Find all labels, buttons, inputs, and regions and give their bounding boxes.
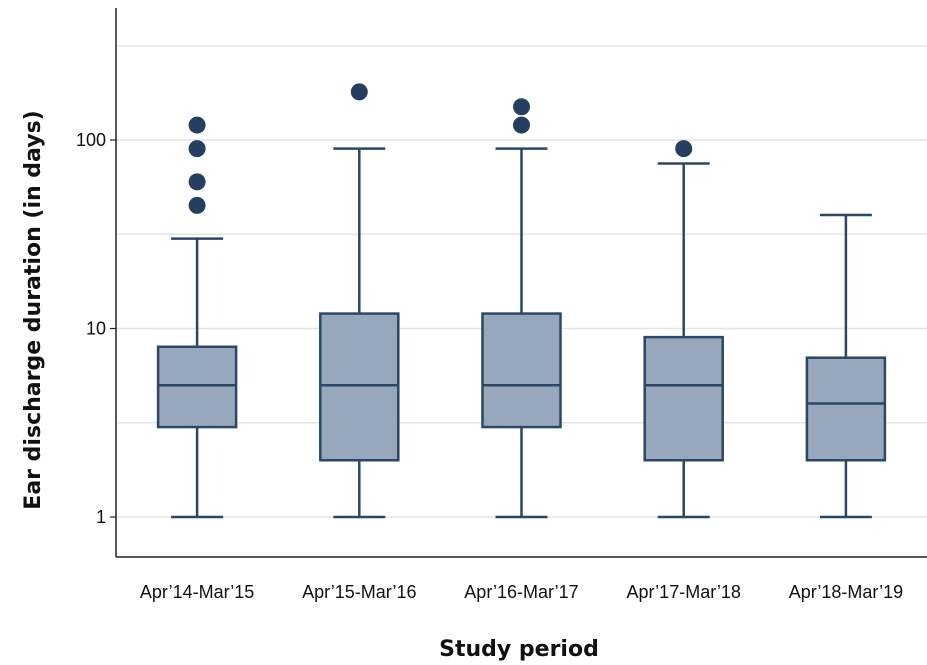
box-group <box>481 98 562 519</box>
x-tick-label: Apr’15-Mar’16 <box>302 582 416 602</box>
boxes <box>156 83 887 519</box>
iqr-box <box>319 312 400 462</box>
x-tick-label: Apr’17-Mar’18 <box>627 582 741 602</box>
x-tick-label: Apr’16-Mar’17 <box>464 582 578 602</box>
y-axis-title: Ear discharge duration (in days) <box>21 110 46 509</box>
outlier-point <box>350 83 368 101</box>
box-group <box>319 83 400 519</box>
box-group <box>156 116 238 519</box>
axes <box>115 8 927 558</box>
iqr-box <box>643 335 724 462</box>
outlier-point <box>188 116 206 134</box>
outlier-point <box>513 116 530 134</box>
x-tick-labels: Apr’14-Mar’15 Apr’15-Mar’16 Apr’16-Mar’17 A… <box>140 582 903 602</box>
iqr-box <box>481 312 562 429</box>
x-tick-label: Apr’18-Mar’19 <box>789 582 903 602</box>
iqr-box <box>156 345 238 429</box>
y-tick-label: 1 <box>96 507 106 527</box>
outlier-point <box>513 98 530 116</box>
outlier-point <box>675 140 693 158</box>
box-group <box>805 213 887 519</box>
x-tick-label: Apr’14-Mar’15 <box>140 582 254 602</box>
y-tick-label: 100 <box>76 130 106 150</box>
y-ticks: 1 10 100 <box>76 130 116 527</box>
x-axis-title: Study period <box>439 637 599 662</box>
outlier-point <box>188 140 206 158</box>
outlier-point <box>188 173 206 191</box>
y-tick-label: 10 <box>86 319 106 339</box>
iqr-box <box>805 356 887 462</box>
outlier-point <box>188 196 206 214</box>
box-group <box>643 140 724 519</box>
